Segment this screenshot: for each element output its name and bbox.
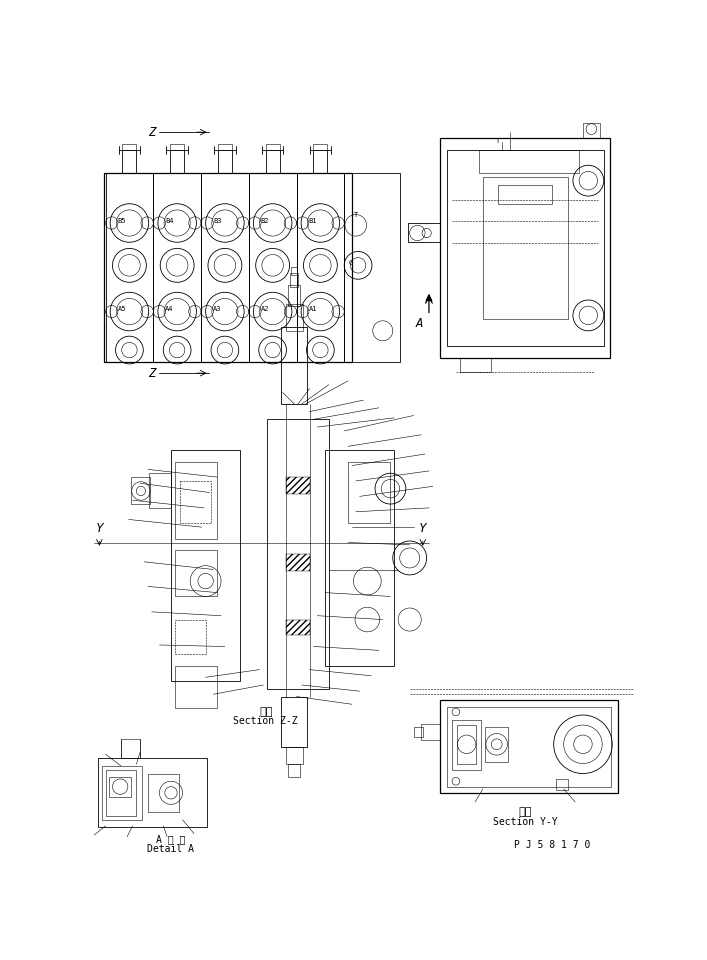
Bar bbox=[483, 177, 568, 320]
Text: Z: Z bbox=[148, 367, 156, 379]
Bar bbox=[175, 462, 217, 539]
Bar bbox=[291, 273, 298, 287]
Text: B3: B3 bbox=[213, 218, 221, 224]
Bar bbox=[479, 150, 579, 173]
Bar bbox=[286, 747, 303, 763]
Bar bbox=[291, 267, 297, 275]
Bar bbox=[175, 619, 206, 654]
Bar bbox=[105, 770, 136, 816]
Bar bbox=[348, 462, 390, 523]
Text: B5: B5 bbox=[117, 218, 126, 224]
Bar bbox=[288, 284, 300, 306]
Bar bbox=[122, 144, 136, 150]
Bar bbox=[344, 173, 399, 362]
Bar bbox=[447, 150, 604, 347]
Bar bbox=[180, 481, 211, 523]
Text: A: A bbox=[415, 317, 423, 329]
Bar bbox=[153, 173, 201, 362]
Bar bbox=[131, 477, 150, 504]
Text: A3: A3 bbox=[213, 306, 221, 312]
Text: Section Y-Y: Section Y-Y bbox=[493, 817, 558, 828]
Bar bbox=[440, 701, 618, 793]
Bar bbox=[485, 728, 508, 762]
Bar bbox=[267, 420, 329, 689]
Bar bbox=[149, 473, 171, 508]
Text: G: G bbox=[349, 260, 353, 266]
Text: B2: B2 bbox=[261, 218, 269, 224]
Text: A 詳 細: A 詳 細 bbox=[156, 834, 186, 844]
Text: A1: A1 bbox=[308, 306, 317, 312]
Bar bbox=[457, 725, 476, 763]
Bar bbox=[286, 304, 303, 331]
Bar bbox=[175, 665, 217, 708]
Bar bbox=[408, 223, 440, 242]
Text: Section Z-Z: Section Z-Z bbox=[233, 716, 298, 726]
Text: Detail A: Detail A bbox=[148, 844, 194, 854]
Bar bbox=[121, 739, 140, 758]
Text: Y: Y bbox=[419, 522, 426, 535]
Text: T: T bbox=[496, 137, 501, 144]
Text: 断面: 断面 bbox=[518, 807, 532, 817]
Bar bbox=[175, 550, 217, 596]
Bar bbox=[104, 173, 352, 362]
Bar bbox=[460, 358, 491, 372]
Bar bbox=[105, 173, 153, 362]
Bar bbox=[414, 728, 423, 736]
Bar bbox=[296, 173, 344, 362]
Bar bbox=[171, 450, 240, 682]
Bar bbox=[266, 144, 279, 150]
Bar bbox=[249, 173, 296, 362]
Text: B1: B1 bbox=[308, 218, 317, 224]
Bar bbox=[98, 758, 207, 828]
Bar bbox=[421, 724, 440, 740]
Bar bbox=[286, 554, 310, 571]
Bar bbox=[201, 173, 249, 362]
Text: T: T bbox=[354, 212, 358, 218]
Bar bbox=[148, 774, 179, 812]
Bar bbox=[288, 763, 300, 778]
Bar bbox=[286, 619, 310, 635]
Text: 断面: 断面 bbox=[259, 707, 272, 717]
Text: A2: A2 bbox=[261, 306, 269, 312]
Bar bbox=[110, 778, 131, 797]
Bar bbox=[218, 144, 232, 150]
Bar bbox=[286, 477, 310, 494]
Bar bbox=[325, 450, 395, 665]
Bar bbox=[170, 144, 184, 150]
Bar bbox=[313, 144, 327, 150]
Text: B4: B4 bbox=[165, 218, 174, 224]
Bar bbox=[583, 123, 600, 138]
Text: Z: Z bbox=[148, 126, 156, 138]
Bar bbox=[452, 720, 481, 770]
Bar bbox=[556, 779, 568, 790]
Text: P J 5 8 1 7 0: P J 5 8 1 7 0 bbox=[514, 840, 590, 851]
Bar bbox=[498, 184, 552, 204]
Bar bbox=[447, 707, 612, 786]
Bar bbox=[440, 138, 610, 358]
Bar bbox=[102, 766, 141, 820]
Text: A4: A4 bbox=[165, 306, 174, 312]
Text: A5: A5 bbox=[117, 306, 126, 312]
Text: Y: Y bbox=[95, 522, 103, 535]
Bar bbox=[281, 697, 308, 747]
Bar bbox=[281, 327, 308, 404]
